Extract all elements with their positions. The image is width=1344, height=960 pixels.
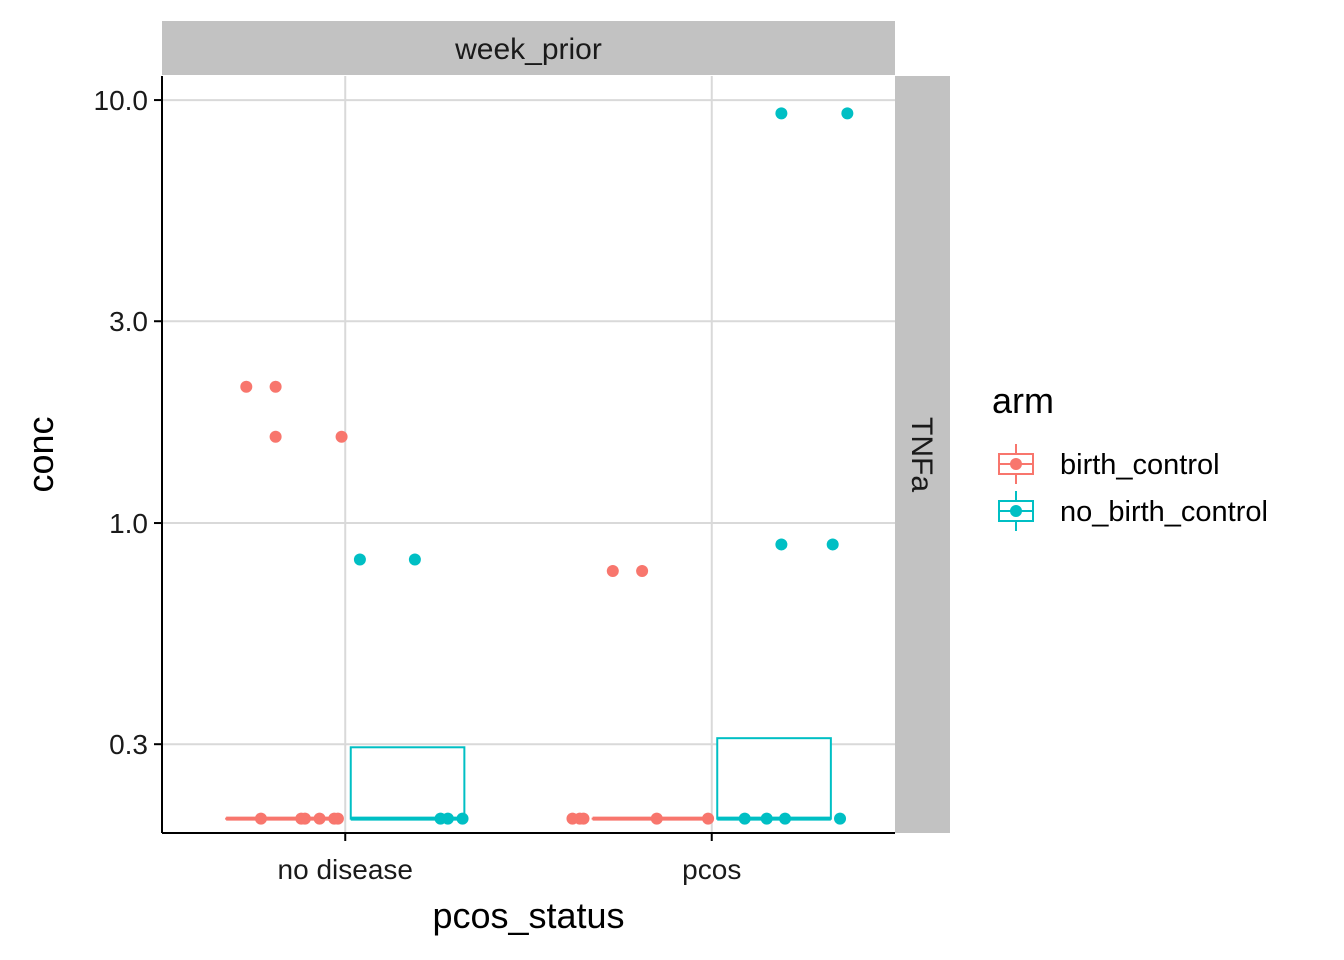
box-layer	[225, 737, 832, 821]
y-axis-title: conc	[20, 416, 61, 492]
box-no-birth-control-no-disease	[349, 746, 466, 821]
x-axis-title: pcos_status	[432, 895, 624, 936]
legend-key-point	[1010, 458, 1022, 470]
gridlines	[162, 76, 895, 833]
point-birth-control	[298, 812, 311, 825]
legend-label: birth_control	[1060, 449, 1220, 481]
facet-strip-top	[162, 21, 895, 75]
point-no-birth-control	[775, 107, 788, 120]
point-birth-control	[577, 812, 590, 825]
box-body	[716, 737, 832, 820]
facet-strip-right	[895, 76, 950, 833]
point-no-birth-control	[841, 107, 854, 120]
point-birth-control	[269, 430, 282, 443]
point-no-birth-control	[353, 553, 366, 566]
legend-item-no-birth-control: no_birth_control	[998, 491, 1268, 531]
point-no-birth-control	[760, 812, 773, 825]
legend: arm birth_control no_birth_control	[992, 380, 1268, 531]
point-no-birth-control	[834, 812, 847, 825]
point-no-birth-control	[779, 812, 792, 825]
y-tick-label: 10.0	[94, 85, 149, 116]
legend-keys: birth_control no_birth_control	[998, 444, 1268, 531]
point-birth-control	[636, 565, 649, 578]
point-birth-control	[254, 812, 267, 825]
facet-strip-right-label: TNFa	[905, 417, 938, 492]
legend-key-point	[1010, 505, 1022, 517]
box-body	[349, 746, 466, 820]
point-birth-control	[606, 565, 619, 578]
legend-title: arm	[992, 380, 1054, 421]
point-birth-control	[240, 380, 253, 393]
point-no-birth-control	[826, 538, 839, 551]
point-no-birth-control	[408, 553, 421, 566]
legend-item-birth-control: birth_control	[998, 444, 1220, 484]
y-tick-label: 1.0	[109, 508, 148, 539]
y-tick-label: 0.3	[109, 729, 148, 760]
x-tick-label: pcos	[682, 854, 741, 885]
x-tick-label: no disease	[278, 854, 413, 885]
y-tick-label: 3.0	[109, 306, 148, 337]
point-birth-control	[702, 812, 715, 825]
point-layer	[240, 107, 854, 825]
legend-label: no_birth_control	[1060, 496, 1268, 528]
point-birth-control	[650, 812, 663, 825]
point-no-birth-control	[738, 812, 751, 825]
y-axis-ticks: 0.3 1.0 3.0 10.0	[94, 85, 162, 760]
point-birth-control	[335, 430, 348, 443]
point-birth-control	[331, 812, 344, 825]
point-birth-control	[313, 812, 326, 825]
point-no-birth-control	[456, 812, 469, 825]
point-no-birth-control	[775, 538, 788, 551]
x-axis-ticks: no disease pcos	[278, 833, 741, 885]
box-no-birth-control-pcos	[716, 737, 832, 821]
point-birth-control	[269, 380, 282, 393]
facet-strip-top-label: week_prior	[454, 33, 602, 66]
point-no-birth-control	[441, 812, 454, 825]
plot-panel	[162, 76, 895, 833]
